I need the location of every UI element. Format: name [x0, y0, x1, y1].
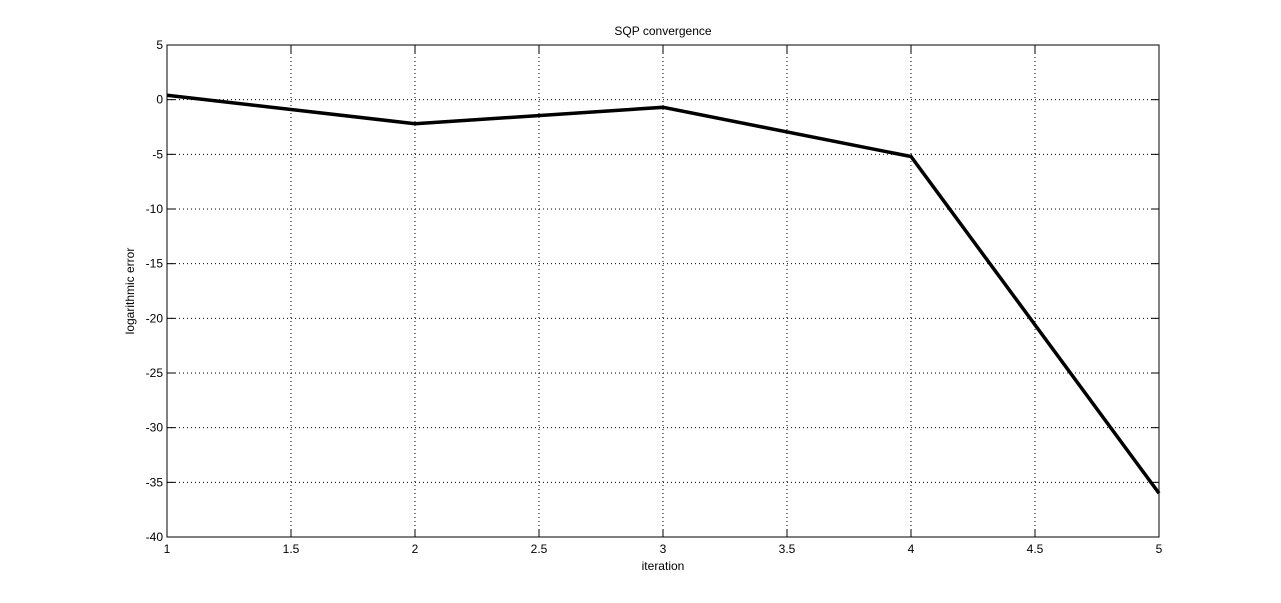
x-tick-label: 5	[1156, 542, 1163, 556]
x-axis-title: iteration	[642, 559, 685, 573]
y-tick-label: -40	[146, 530, 164, 544]
chart-title: SQP convergence	[614, 24, 711, 38]
x-tick-label: 2	[412, 542, 419, 556]
x-tick-label: 1	[164, 542, 171, 556]
series-line	[166, 93, 1161, 495]
y-tick-label: -25	[146, 366, 164, 380]
x-tick-label: 4.5	[1027, 542, 1044, 556]
tick-marks	[166, 44, 1160, 538]
y-tick-label: -20	[146, 311, 164, 325]
y-tick-label: -10	[146, 202, 164, 216]
y-tick-label: -15	[146, 257, 164, 271]
x-tick-label: 3.5	[779, 542, 796, 556]
x-tick-labels: 1 1.5 2 2.5 3 3.5 4 4.5 5	[164, 542, 1163, 556]
y-tick-label: 0	[156, 93, 163, 107]
plot-area	[167, 45, 1159, 537]
y-tick-label: -30	[146, 421, 164, 435]
grid-lines	[167, 45, 1159, 537]
y-tick-labels: 5 0 -5 -10 -15 -20 -25 -30 -35 -40	[146, 38, 164, 544]
y-tick-label: -35	[146, 475, 164, 489]
y-axis-title: logarithmic error	[123, 248, 137, 335]
x-tick-label: 1.5	[283, 542, 300, 556]
x-tick-label: 3	[660, 542, 667, 556]
y-tick-label: 5	[156, 38, 163, 52]
y-tick-label: -5	[152, 147, 163, 161]
series-layer	[166, 93, 1161, 495]
x-tick-label: 4	[908, 542, 915, 556]
x-tick-label: 2.5	[531, 542, 548, 556]
